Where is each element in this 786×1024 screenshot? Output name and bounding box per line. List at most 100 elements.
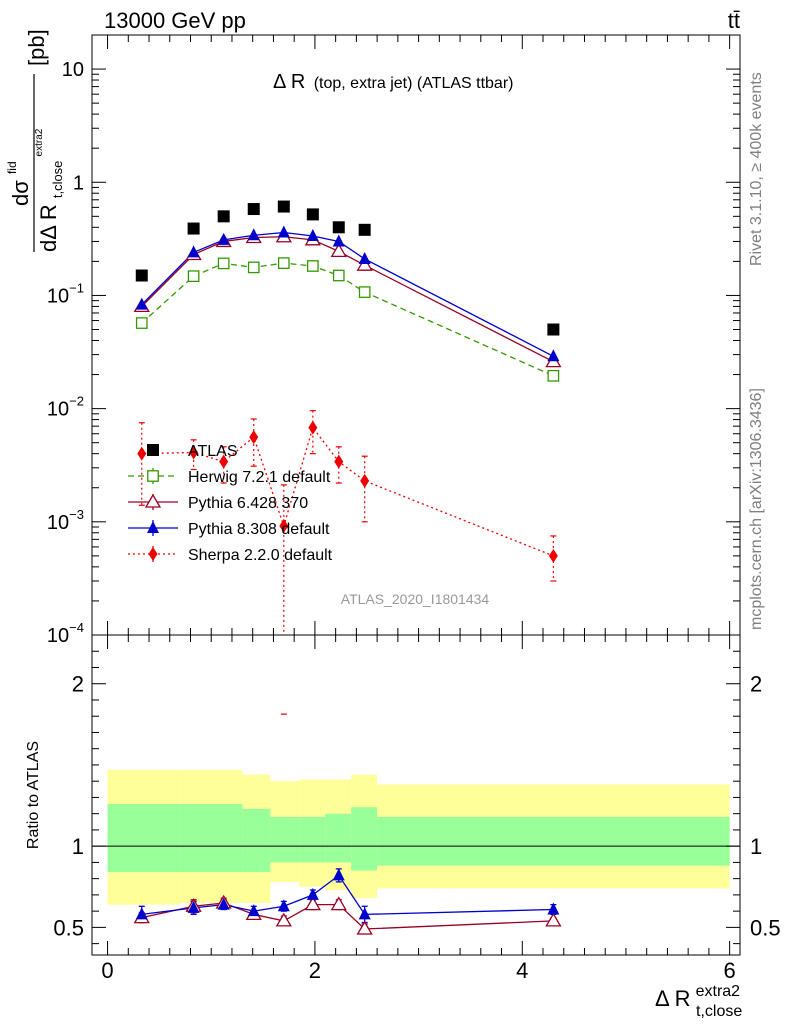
xlabel-sub: t,close: [696, 1003, 742, 1020]
main-ytick-label-base-2: 10: [47, 399, 69, 421]
legend-marker-herwig-7-2-1-default: [147, 470, 159, 482]
x-tick-label-3: 6: [724, 958, 736, 983]
main-point-herwig-7-2-1-default-1: [187, 270, 200, 283]
main-point-pythia-8-308-default-4: [277, 225, 290, 238]
main-ytick-label-5: 10: [62, 59, 84, 81]
analysis-label: ATLAS_2020_I1801434: [341, 591, 490, 607]
main-frame: [91, 34, 741, 636]
main-point-sherpa-2-2-0-default-1: [189, 445, 199, 460]
xlabel-main: Δ R: [655, 986, 690, 1011]
ratio-y-tick-labels: 0.5 0.5 1 1 2 2: [53, 672, 780, 941]
x-tick-label-0: 0: [101, 958, 113, 983]
ylabel-numer: dσ: [8, 180, 33, 206]
legend: ATLAS Herwig 7.2.1 default Pythia 6.428 37…: [128, 443, 333, 564]
ratio-point-pythia-8-308-default-2: [217, 897, 230, 910]
plot-title-sub: (top, extra jet) (ATLAS ttbar): [314, 75, 514, 92]
ratio-point-pythia-8-308-default-5: [306, 887, 319, 900]
main-ytick-label-base-3: 10: [47, 285, 69, 307]
plot-title-main: Δ R: [273, 71, 305, 93]
main-point-atlas-3: [247, 203, 260, 216]
ylabel-numer-sup: fid: [5, 161, 19, 174]
legend-marker-sherpa-2-2-0-default: [148, 547, 158, 561]
ratio-band-green-6: [351, 807, 378, 871]
main-point-pythia-8-308-default-7: [358, 251, 371, 264]
ratio-markers: [133, 868, 562, 935]
main-error-bars: [138, 410, 557, 715]
legend-marker-pythia-6-428-370: [144, 493, 162, 508]
ratio-axis-ticks: [92, 635, 740, 955]
ratio-point-pythia-6-428-370-4: [275, 912, 292, 927]
main-ytick-label-4: 1: [73, 172, 84, 194]
ratio-point-pythia-6-428-370-5: [304, 896, 321, 911]
ratio-uncertainty-bands: [107, 769, 730, 905]
x-tick-label-1: 2: [309, 958, 321, 983]
main-point-herwig-7-2-1-default-3: [247, 261, 260, 274]
ratio-band-green-4: [299, 816, 326, 863]
main-point-pythia-6-428-370-7: [356, 256, 373, 271]
ratio-point-pythia-8-308-default-4: [277, 899, 290, 912]
main-ytick-label-exp-3: −1: [69, 280, 84, 295]
main-ytick-label-base-4: 1: [73, 172, 84, 194]
ratio-band-green-7: [377, 816, 730, 866]
main-point-sherpa-2-2-0-default-3: [249, 430, 259, 445]
ratio-ytick-label-right-0: 0.5: [750, 915, 781, 940]
main-point-sherpa-2-2-0-default-8: [548, 548, 558, 563]
main-point-herwig-7-2-1-default-6: [332, 269, 345, 282]
side-rivet-label: Rivet 3.1.10, ≥ 400k events: [748, 72, 765, 266]
main-point-atlas-8: [547, 323, 560, 336]
ratio-band-green-3: [270, 816, 300, 863]
main-point-atlas-2: [217, 210, 230, 223]
ylabel-unit: [pb]: [24, 29, 49, 66]
ratio-ytick-label-right-1: 1: [750, 834, 762, 859]
main-ytick-label-1: 10−3: [47, 507, 84, 534]
main-ytick-label-base-1: 10: [47, 512, 69, 534]
main-point-atlas-4: [277, 200, 290, 213]
main-point-atlas-1: [187, 222, 200, 235]
main-line-pythia-8-308-default: [141, 231, 554, 357]
main-point-pythia-8-308-default-2: [217, 232, 230, 245]
svg-text:dΔ R t,close extra: dΔ R t,close extra2: [34, 128, 67, 252]
ratio-band-green-0: [107, 803, 181, 873]
main-point-sherpa-2-2-0-default-5: [308, 420, 318, 435]
main-point-atlas-7: [358, 223, 371, 236]
main-ytick-label-exp-0: −4: [69, 620, 84, 635]
main-ytick-label-base-0: 10: [47, 625, 69, 647]
ratio-point-pythia-8-308-default-0: [135, 907, 148, 920]
main-point-sherpa-2-2-0-default-6: [334, 454, 344, 469]
main-ytick-label-0: 10−4: [47, 620, 84, 647]
legend-label-herwig-7-2-1-default: Herwig 7.2.1 default: [188, 469, 331, 486]
main-ytick-label-2: 10−2: [47, 394, 84, 421]
main-point-sherpa-2-2-0-default-7: [360, 473, 370, 488]
main-ytick-label-3: 10−1: [47, 280, 84, 307]
legend-marker-pythia-8-308-default: [147, 521, 159, 533]
ratio-point-pythia-8-308-default-3: [247, 904, 260, 917]
xlabel-sup: extra2: [696, 983, 741, 1000]
main-ytick-label-exp-2: −2: [69, 394, 84, 409]
ratio-band-green-2: [242, 808, 271, 873]
svg-text:dσ fid: dσ fid: [5, 161, 33, 206]
x-axis-label: Δ R extra2 t,close: [655, 976, 746, 1020]
main-line-herwig-7-2-1-default: [141, 262, 554, 377]
ylabel-denom: dΔ R: [36, 204, 61, 252]
legend-label-atlas: ATLAS: [188, 443, 238, 460]
ratio-point-pythia-8-308-default-7: [358, 907, 371, 920]
main-line-pythia-6-428-370: [141, 236, 554, 363]
main-markers: [133, 200, 562, 563]
main-point-herwig-7-2-1-default-4: [277, 257, 290, 269]
ratio-point-pythia-6-428-370-6: [330, 896, 347, 911]
ratio-point-pythia-6-428-370-7: [356, 920, 373, 935]
header-energy: 13000 GeV pp: [104, 8, 246, 33]
main-point-pythia-8-308-default-8: [547, 349, 560, 362]
plot-title: Δ R (top, extra jet) (ATLAS ttbar): [273, 71, 513, 93]
main-point-pythia-8-308-default-1: [187, 245, 200, 258]
main-point-sherpa-2-2-0-default-2: [219, 454, 229, 469]
ylabel-denom-sub: t,close: [50, 161, 65, 199]
x-tick-label-2: 4: [516, 958, 528, 983]
main-point-pythia-8-308-default-3: [247, 228, 260, 241]
ratio-point-pythia-8-308-default-6: [332, 868, 345, 881]
ylabel-denom-sup: extra2: [34, 128, 45, 156]
main-axis-ticks: [92, 34, 740, 636]
legend-label-pythia-6-428-370: Pythia 6.428 370: [188, 495, 308, 512]
